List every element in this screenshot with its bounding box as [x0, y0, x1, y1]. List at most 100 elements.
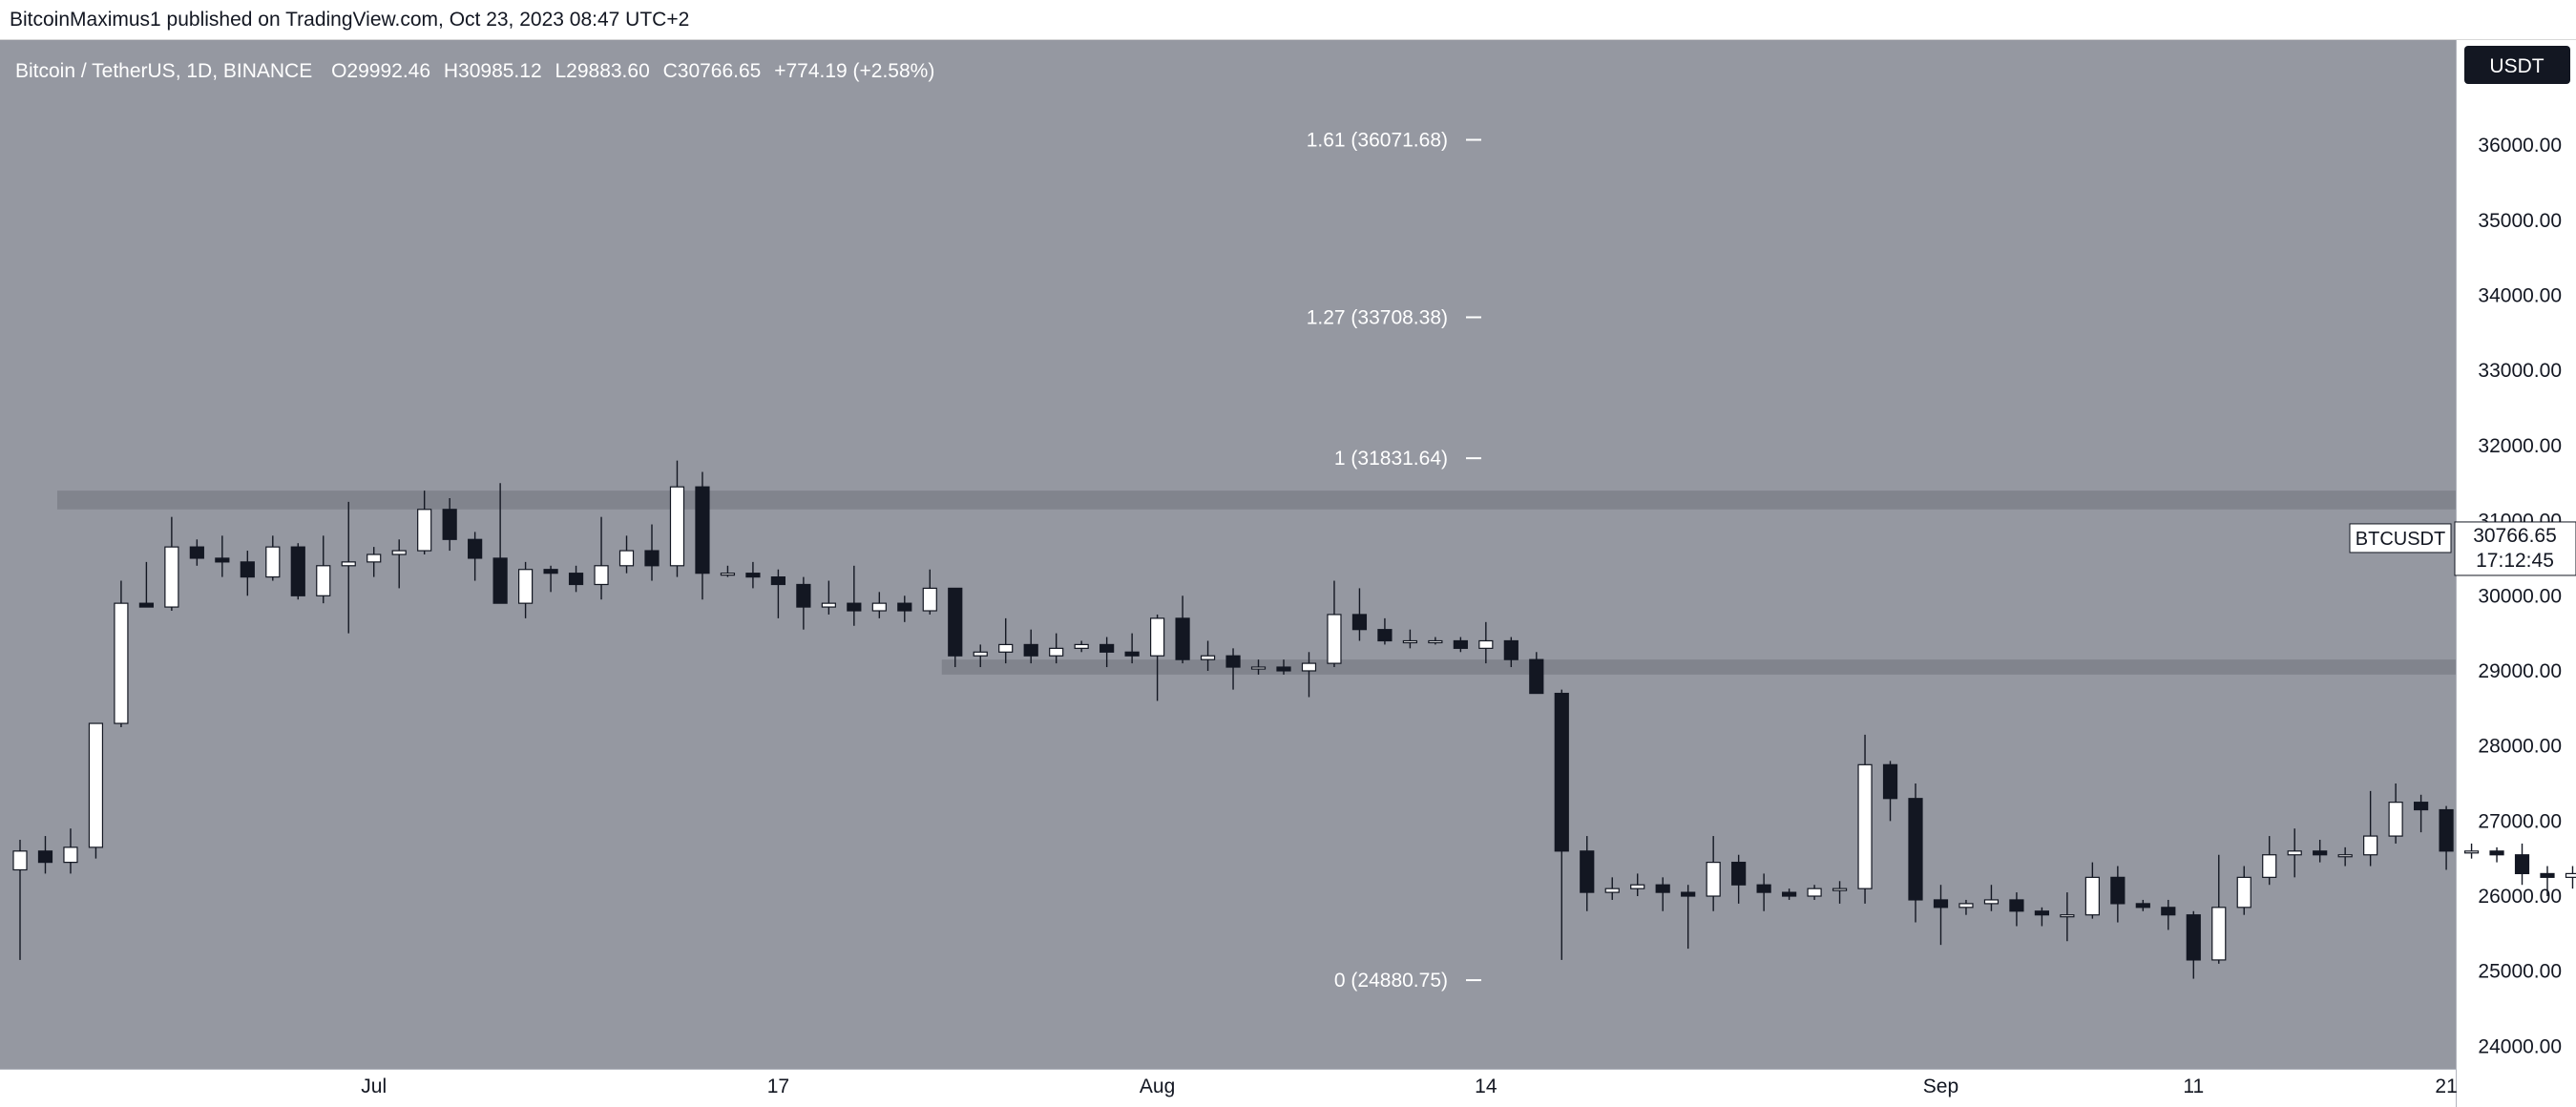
time-axis[interactable] — [0, 1069, 2456, 1107]
last-price-box — [2454, 521, 2576, 576]
candle — [367, 547, 382, 577]
candle — [1049, 633, 1064, 664]
candle — [468, 532, 483, 581]
candle-body — [1529, 658, 1544, 695]
candle-body — [1554, 692, 1569, 852]
candle — [341, 501, 356, 634]
candle — [2084, 862, 2100, 919]
candlestick-chart[interactable]: 5264.28 (17.10%) 5264282938.80 (9.55%) 2… — [0, 40, 2576, 1107]
candle-body — [290, 546, 305, 596]
candle — [1100, 637, 1115, 668]
price-tick-label: 27000.00 — [2478, 810, 2562, 832]
price-tick-label: 34000.00 — [2478, 285, 2562, 307]
candle-body — [1756, 884, 1771, 893]
open-value: 29992.46 — [346, 60, 430, 82]
candle — [1453, 637, 1468, 653]
candle — [1604, 877, 1620, 900]
candle — [1023, 629, 1038, 664]
candle — [2439, 805, 2454, 870]
candle-body — [2009, 899, 2024, 912]
fib-label-1: 1.27 (33708.38) — [1307, 306, 1448, 328]
price-tick-label: 25000.00 — [2478, 961, 2562, 983]
candle — [164, 516, 179, 612]
candle — [138, 561, 154, 608]
candle — [1149, 614, 1165, 701]
price-tick-label: 29000.00 — [2478, 660, 2562, 682]
candle — [1857, 734, 1873, 904]
candle-body — [1100, 643, 1115, 653]
time-tick-label: Aug — [1140, 1076, 1175, 1097]
currency-button[interactable]: USDT — [2464, 46, 2570, 84]
candle-body — [215, 557, 230, 563]
candle — [1351, 588, 1368, 641]
candle-body — [1200, 655, 1216, 660]
candle — [2388, 783, 2403, 844]
candle-body — [1857, 763, 1873, 889]
candle — [1681, 885, 1696, 950]
candle-body — [2489, 850, 2504, 856]
candle — [2287, 828, 2302, 878]
candle-body — [1225, 655, 1241, 668]
candle-body — [265, 546, 281, 578]
candle — [695, 471, 710, 600]
candle-body — [2060, 914, 2075, 918]
candle — [2034, 907, 2049, 927]
candle — [568, 565, 584, 593]
fib-label-0: 1.61 (36071.68) — [1307, 130, 1448, 152]
candle-body — [164, 546, 179, 608]
candle — [998, 617, 1014, 664]
candle-body — [543, 569, 558, 574]
candle — [821, 580, 836, 615]
candle-body — [2262, 854, 2277, 878]
candle-body — [468, 538, 483, 559]
price-tick-label: 35000.00 — [2478, 210, 2562, 232]
candle — [63, 828, 78, 874]
candle-body — [189, 546, 204, 559]
candle — [2262, 836, 2277, 886]
candle — [1933, 885, 1949, 946]
candle-body — [2388, 802, 2403, 837]
candle-body — [745, 573, 761, 578]
candle-body — [1832, 888, 1848, 891]
candle-body — [1706, 862, 1721, 897]
candle-body — [1351, 614, 1368, 631]
candle-body — [1049, 647, 1064, 657]
candle-body — [720, 573, 736, 576]
candle — [669, 460, 685, 577]
candle — [1175, 595, 1190, 664]
candle — [189, 539, 204, 566]
candle-body — [871, 602, 887, 612]
candle — [12, 840, 28, 960]
candle-body — [341, 561, 356, 567]
candle-body — [2084, 876, 2100, 916]
plot-background[interactable] — [0, 40, 2456, 1069]
time-tick-label: 14 — [1475, 1076, 1497, 1097]
candle — [1731, 854, 1747, 904]
candle-body — [2034, 910, 2049, 916]
candle-body — [1630, 884, 1645, 889]
candle — [265, 535, 281, 581]
candle — [1756, 873, 1771, 911]
candle-body — [847, 602, 862, 612]
candle — [1958, 899, 1974, 915]
candle-body — [2236, 876, 2251, 909]
candle — [442, 497, 457, 552]
candle — [2135, 899, 2150, 911]
candle-body — [922, 587, 937, 612]
change-value: +774.19 (+2.58%) — [774, 60, 934, 82]
price-tick-label: 28000.00 — [2478, 736, 2562, 758]
candle-body — [240, 561, 255, 578]
candle-body — [1250, 666, 1267, 670]
candle-body — [1908, 798, 1923, 901]
candle — [2110, 866, 2126, 923]
price-tick-label: 26000.00 — [2478, 886, 2562, 908]
candle-body — [114, 602, 129, 724]
candle — [1580, 836, 1595, 911]
candle-body — [2363, 835, 2378, 856]
fib-label-3: 0 (24880.75) — [1334, 970, 1448, 992]
candle — [114, 580, 129, 727]
candle-body — [316, 565, 331, 596]
candle-body — [138, 602, 154, 608]
currency-label: USDT — [2489, 55, 2544, 77]
candle — [37, 836, 53, 874]
